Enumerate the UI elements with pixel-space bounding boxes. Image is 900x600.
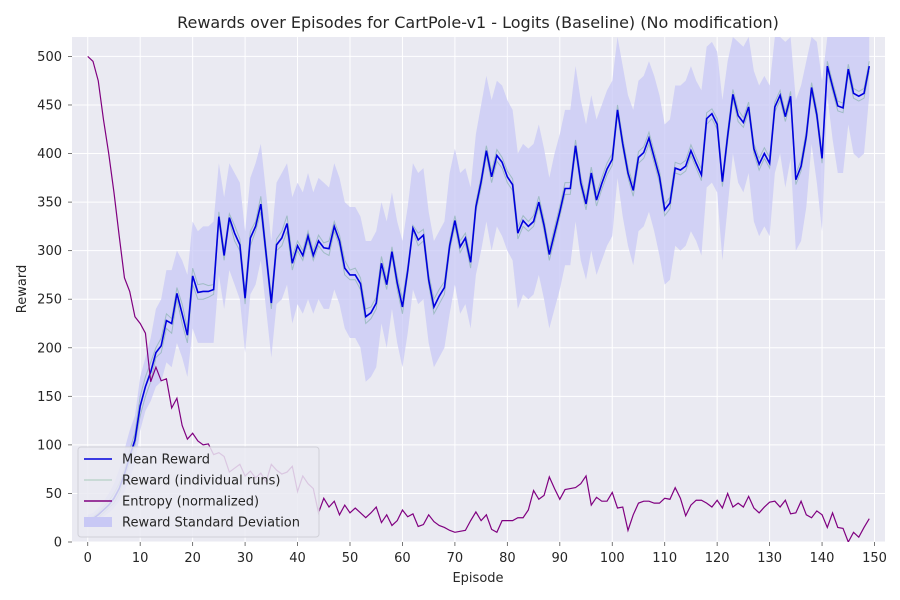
x-tick-label: 80 (499, 551, 516, 566)
x-tick-label: 30 (237, 551, 254, 566)
x-tick-label: 70 (447, 551, 464, 566)
y-tick-label: 0 (54, 536, 62, 551)
y-axis-label: Reward (15, 265, 30, 313)
legend-swatch (84, 517, 112, 527)
std-band (87, 37, 870, 525)
legend-label: Reward (individual runs) (122, 474, 281, 489)
x-tick-label: 150 (862, 551, 887, 566)
x-tick-label: 90 (552, 551, 569, 566)
y-tick-label: 200 (37, 341, 62, 356)
y-tick-label: 50 (45, 487, 62, 502)
legend-box (77, 446, 320, 538)
y-axis-ticks: 0 50 100 150 200 250 300 350 400 450 500 (37, 50, 72, 551)
y-tick-label: 400 (37, 147, 62, 162)
x-tick-label: 20 (184, 551, 201, 566)
x-tick-label: 130 (757, 551, 782, 566)
legend-label: Mean Reward (122, 453, 210, 468)
x-tick-label: 0 (84, 551, 92, 566)
y-tick-label: 250 (37, 293, 62, 308)
x-tick-label: 100 (600, 551, 625, 566)
y-tick-label: 150 (37, 390, 62, 405)
y-tick-label: 500 (37, 50, 62, 65)
x-axis-ticks: 0 10 20 30 40 50 60 70 80 90 100 110 120 130 140 150 (84, 542, 887, 566)
x-tick-label: 10 (132, 551, 149, 566)
x-axis-label: Episode (452, 571, 503, 586)
chart-title: Rewards over Episodes for CartPole-v1 - … (177, 13, 779, 32)
y-tick-label: 350 (37, 196, 62, 211)
mean-reward-layer (87, 65, 871, 522)
x-tick-label: 40 (289, 551, 306, 566)
y-tick-label: 300 (37, 244, 62, 259)
y-tick-label: 100 (37, 438, 62, 453)
mean-reward-line (87, 65, 871, 522)
std-band-layer (87, 37, 870, 525)
legend-label: Reward Standard Deviation (122, 516, 300, 531)
legend-label: Entropy (normalized) (122, 495, 259, 510)
legend: Mean Reward Reward (individual runs) Entro… (77, 446, 320, 538)
x-tick-label: 110 (652, 551, 677, 566)
y-tick-label: 450 (37, 98, 62, 113)
x-tick-label: 140 (810, 551, 835, 566)
x-tick-label: 120 (705, 551, 730, 566)
x-tick-label: 50 (342, 551, 359, 566)
x-tick-label: 60 (394, 551, 411, 566)
